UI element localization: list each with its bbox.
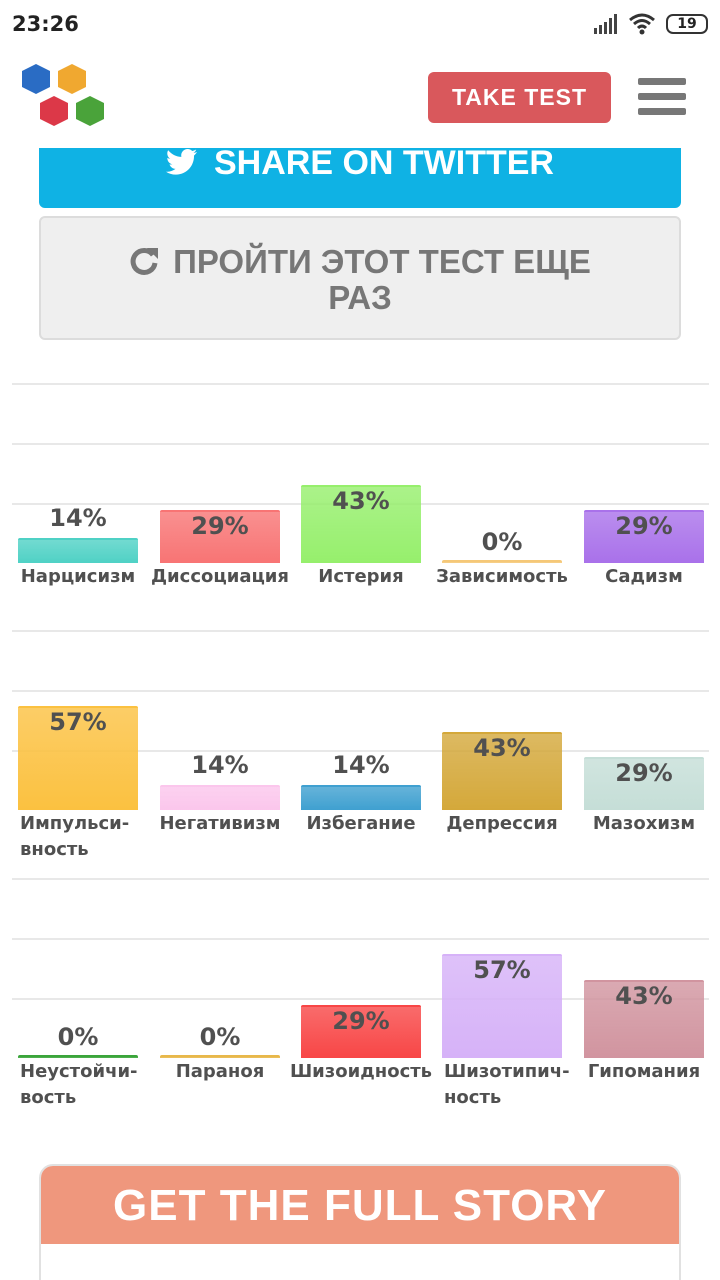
chart-bar (442, 560, 562, 563)
retake-test-button[interactable]: ПРОЙТИ ЭТОТ ТЕСТ ЕЩЕ РАЗ (39, 216, 681, 340)
take-test-button[interactable]: TAKE TEST (428, 72, 611, 123)
chart-value-label: 29% (615, 512, 673, 541)
chart-category-label: Гипомания (587, 1061, 701, 1082)
wifi-icon (629, 13, 655, 35)
chart-category-label: Нарцисизм (20, 566, 136, 587)
chart-category-label: Шизоидность (289, 1061, 433, 1082)
chart-bar (584, 979, 704, 1058)
chart-gridline (12, 383, 709, 385)
chart-category-label: Избегание (306, 813, 416, 834)
chart-value-label: 29% (615, 759, 673, 788)
chart-bar (18, 706, 138, 810)
chart-category-label: Диссоциация (151, 566, 289, 587)
chart-value-label: 0% (481, 528, 523, 556)
chart-value-label: 0% (199, 1023, 241, 1051)
chart-bar (301, 1005, 421, 1058)
chart-value-label: 57% (49, 708, 107, 737)
chart-value-label: 14% (49, 503, 107, 532)
chart-value-label: 57% (473, 956, 531, 985)
chart-bar (18, 537, 138, 563)
chart-bar (584, 510, 704, 563)
chart-gridline (12, 938, 709, 940)
chart-bar (584, 757, 704, 810)
menu-icon[interactable] (638, 78, 686, 118)
chart-gridline (12, 630, 709, 632)
chart-bar (442, 731, 562, 810)
chart-bar (160, 1055, 280, 1058)
full-story-title: GET THE FULL STORY (41, 1166, 679, 1244)
chart-category-label: Шизотипич-ность (444, 1061, 570, 1108)
chart-value-label: 14% (332, 750, 390, 779)
chart-category-label: Истерия (318, 566, 404, 587)
chart-value-label: 29% (332, 1007, 390, 1036)
chart-category-label: Садизм (605, 566, 683, 587)
chart-bar (160, 510, 280, 563)
signal-icon (594, 14, 617, 34)
logo-hexagons-icon (22, 64, 104, 126)
chart-category-label: Импульси-вность (20, 813, 130, 860)
status-time: 23:26 (12, 12, 79, 36)
chart-gridline (12, 750, 709, 752)
chart-bar (160, 784, 280, 810)
chart-value-label: 43% (473, 733, 531, 762)
battery-level: 19 (677, 16, 697, 32)
refresh-icon (130, 247, 159, 275)
chart-category-label: Параноя (175, 1061, 265, 1082)
share-twitter-label: SHARE ON TWITTER (214, 144, 554, 182)
chart-category-label: Зависимость (436, 566, 568, 587)
chart-gridline (12, 998, 709, 1000)
chart-category-label: Неустойчи-вость (20, 1061, 138, 1108)
chart-value-label: 29% (191, 512, 249, 541)
share-twitter-button[interactable]: SHARE ON TWITTER (39, 146, 681, 208)
chart-value-label: 43% (615, 981, 673, 1010)
battery-icon: 19 (666, 14, 708, 34)
chart-gridline (12, 690, 709, 692)
chart-value-label: 43% (332, 486, 390, 515)
retake-label-line1: ПРОЙТИ ЭТОТ ТЕСТ ЕЩЕ (173, 243, 591, 280)
chart-bar (301, 784, 421, 810)
status-bar: 23:26 19 (0, 0, 720, 50)
chart-bar (442, 954, 562, 1058)
chart-value-label: 14% (191, 750, 249, 779)
chart-bar (301, 484, 421, 563)
chart-gridline (12, 878, 709, 880)
chart-gridline (12, 443, 709, 445)
chart-category-label: Депрессия (446, 813, 558, 834)
full-story-panel: GET THE FULL STORY (39, 1164, 681, 1280)
chart-value-label: 0% (57, 1023, 99, 1051)
chart-category-label: Мазохизм (592, 813, 696, 834)
retake-label-line2: РАЗ (328, 279, 392, 316)
twitter-bird-icon (166, 149, 197, 175)
chart-category-label: Негативизм (159, 813, 281, 834)
chart-bar (18, 1055, 138, 1058)
